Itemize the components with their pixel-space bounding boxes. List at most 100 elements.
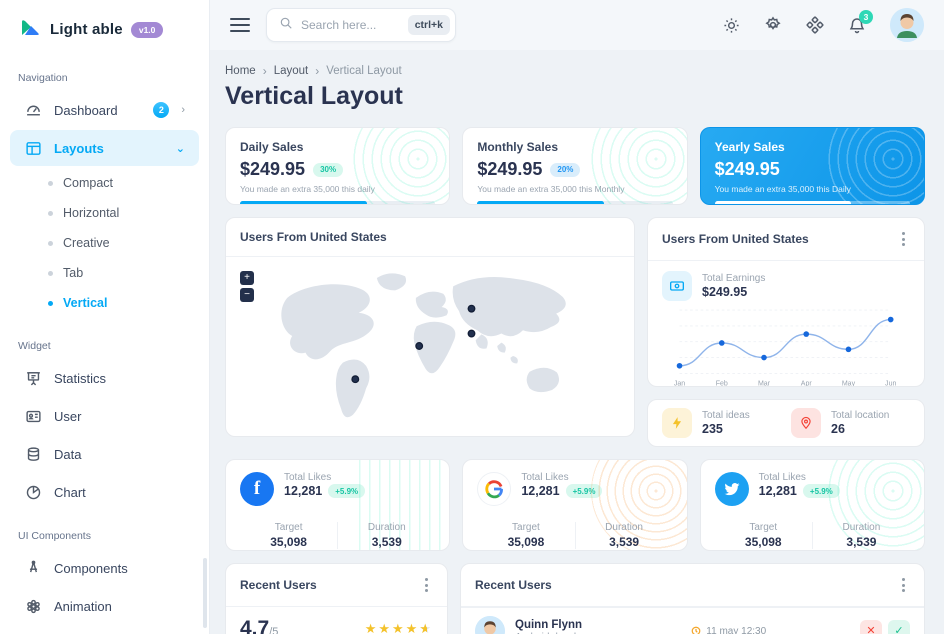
recent-users-row: Recent Users 4.7/5 ★★★★★★ 5 ★ 384 Recent… bbox=[225, 563, 925, 634]
hamburger-menu-icon[interactable] bbox=[230, 14, 250, 36]
location-pin-icon bbox=[791, 408, 821, 438]
duration-value: 3,539 bbox=[609, 535, 640, 549]
totals-card: Total ideas 235 Total location 26 bbox=[647, 399, 925, 447]
map-earnings-row: Users From United States + − bbox=[225, 217, 925, 447]
sub-label: Compact bbox=[63, 176, 114, 190]
likes-label: Total Likes bbox=[758, 472, 806, 483]
svg-text:Jun: Jun bbox=[885, 381, 896, 387]
likes-badge: +5.9% bbox=[802, 484, 840, 498]
brand[interactable]: Light able v1.0 bbox=[0, 0, 209, 54]
twitter-icon bbox=[714, 472, 749, 506]
target-label: Target bbox=[274, 522, 303, 533]
sidebar-item-statistics[interactable]: Statistics bbox=[10, 360, 199, 396]
flower-icon bbox=[24, 597, 42, 615]
sidebar-item-components[interactable]: Components bbox=[10, 550, 199, 586]
sidebar-item-chart[interactable]: Chart bbox=[10, 474, 199, 510]
settings-gear-icon[interactable] bbox=[764, 16, 782, 34]
sidebar-item-compact[interactable]: Compact bbox=[0, 168, 209, 198]
world-map-card: Users From United States + − bbox=[225, 217, 635, 437]
sub-label: Vertical bbox=[63, 296, 108, 310]
breadcrumb-layout[interactable]: Layout bbox=[273, 65, 309, 77]
totals-value: 235 bbox=[702, 422, 723, 436]
sub-label: Creative bbox=[63, 236, 110, 250]
sidebar-item-tab[interactable]: Tab bbox=[0, 258, 209, 288]
theme-sun-icon[interactable] bbox=[723, 17, 740, 34]
sidebar-item-vertical[interactable]: Vertical bbox=[0, 288, 209, 318]
user-avatar[interactable] bbox=[890, 8, 924, 42]
recent-users-list-card: Recent Users Quinn Flynn Android develop… bbox=[460, 563, 925, 634]
svg-text:May: May bbox=[842, 381, 856, 387]
kebab-menu-icon[interactable] bbox=[419, 576, 433, 594]
search-box[interactable]: ctrl+k bbox=[266, 8, 456, 42]
svg-text:Feb: Feb bbox=[716, 381, 728, 387]
notifications-bell-icon[interactable]: 3 bbox=[848, 10, 873, 34]
sales-value: $249.95 bbox=[240, 159, 306, 179]
sidebar-item-label: Data bbox=[54, 446, 82, 462]
social-row: f Total Likes 12,281 +5.9% Target 35,098 … bbox=[225, 459, 925, 551]
map-zoom-in-button[interactable]: + bbox=[240, 271, 254, 285]
sidebar-item-layouts[interactable]: Layouts ⌄ bbox=[10, 130, 199, 166]
totals-label: Total ideas bbox=[702, 410, 750, 421]
sidebar-item-label: Statistics bbox=[54, 370, 107, 386]
rating-score: 4.7 bbox=[240, 617, 270, 634]
rating-outof: /5 bbox=[269, 626, 279, 634]
world-map[interactable] bbox=[236, 263, 624, 429]
breadcrumb: Home › Layout › Vertical Layout bbox=[225, 64, 925, 78]
sidebar-item-data[interactable]: Data bbox=[10, 436, 199, 472]
sidebar-item-horizontal[interactable]: Horizontal bbox=[0, 198, 209, 228]
target-value: 35,098 bbox=[270, 535, 307, 549]
duration-label: Duration bbox=[842, 522, 881, 533]
earnings-value: $249.95 bbox=[702, 285, 748, 299]
widgets-diamond-icon[interactable] bbox=[806, 16, 824, 34]
user-time: 11 may 12:30 bbox=[706, 625, 767, 634]
sidebar-item-label: Layouts bbox=[54, 140, 104, 156]
sidebar-item-label: Chart bbox=[54, 484, 86, 500]
map-markers bbox=[351, 304, 476, 384]
breadcrumb-current: Vertical Layout bbox=[326, 65, 402, 77]
card-title: Users From United States bbox=[662, 232, 809, 246]
search-input[interactable] bbox=[301, 18, 400, 32]
pie-chart-icon bbox=[24, 483, 42, 501]
sales-row: Daily Sales $249.95 30% You made an extr… bbox=[225, 127, 925, 205]
sub-label: Tab bbox=[63, 266, 84, 280]
main-content: Home › Layout › Vertical Layout Vertical… bbox=[210, 0, 944, 634]
duration-value: 3,539 bbox=[371, 535, 402, 549]
layout-icon bbox=[24, 139, 42, 157]
nav-caption-ui-components: UI Components bbox=[18, 530, 91, 542]
sub-label: Horizontal bbox=[63, 206, 120, 220]
totals-label: Total location bbox=[831, 410, 890, 421]
daily-sales-card: Daily Sales $249.95 30% You made an extr… bbox=[225, 127, 451, 205]
likes-value: 12,281 bbox=[284, 484, 323, 498]
facebook-icon: f bbox=[240, 472, 274, 506]
twitter-stats-card: Total Likes 12,281 +5.9% Target 35,098 Du… bbox=[699, 459, 925, 551]
brand-logo-icon bbox=[18, 15, 42, 44]
sidebar-scrollbar[interactable] bbox=[203, 558, 207, 628]
map-zoom-out-button[interactable]: − bbox=[240, 288, 254, 302]
user-row[interactable]: Quinn Flynn Android developer 11 may 12:… bbox=[461, 607, 924, 634]
accept-button[interactable]: ✓ bbox=[888, 620, 910, 634]
reject-button[interactable]: ✕ bbox=[860, 620, 882, 634]
kebab-menu-icon[interactable] bbox=[896, 230, 910, 248]
breadcrumb-home[interactable]: Home bbox=[225, 65, 256, 77]
sidebar-item-label: Animation bbox=[54, 598, 112, 614]
sidebar-item-animation[interactable]: Animation bbox=[10, 588, 199, 624]
kebab-menu-icon[interactable] bbox=[896, 576, 910, 594]
brand-name: Light able bbox=[50, 21, 123, 38]
progress-bar bbox=[714, 201, 910, 204]
sales-note: You made an extra 35,000 this daily bbox=[240, 184, 375, 194]
breadcrumb-separator: › bbox=[315, 64, 320, 78]
sidebar-item-user[interactable]: User bbox=[10, 398, 199, 434]
sidebar-item-creative[interactable]: Creative bbox=[0, 228, 209, 258]
card-title: Monthly Sales bbox=[477, 140, 559, 154]
google-icon bbox=[477, 472, 512, 506]
earnings-line-chart: Jan Feb Mar Apr May Jun bbox=[674, 309, 896, 387]
facebook-stats-card: f Total Likes 12,281 +5.9% Target 35,098 … bbox=[225, 459, 451, 551]
card-title: Users From United States bbox=[240, 230, 387, 244]
sidebar-item-dashboard[interactable]: Dashboard 2 › bbox=[10, 92, 199, 128]
chevron-down-icon: ⌄ bbox=[175, 142, 185, 155]
duration-label: Duration bbox=[605, 522, 643, 533]
gauge-icon bbox=[24, 101, 42, 119]
card-title: Yearly Sales bbox=[714, 140, 785, 154]
recent-users-rating-card: Recent Users 4.7/5 ★★★★★★ 5 ★ 384 bbox=[225, 563, 448, 634]
duration-value: 3,539 bbox=[846, 535, 877, 549]
